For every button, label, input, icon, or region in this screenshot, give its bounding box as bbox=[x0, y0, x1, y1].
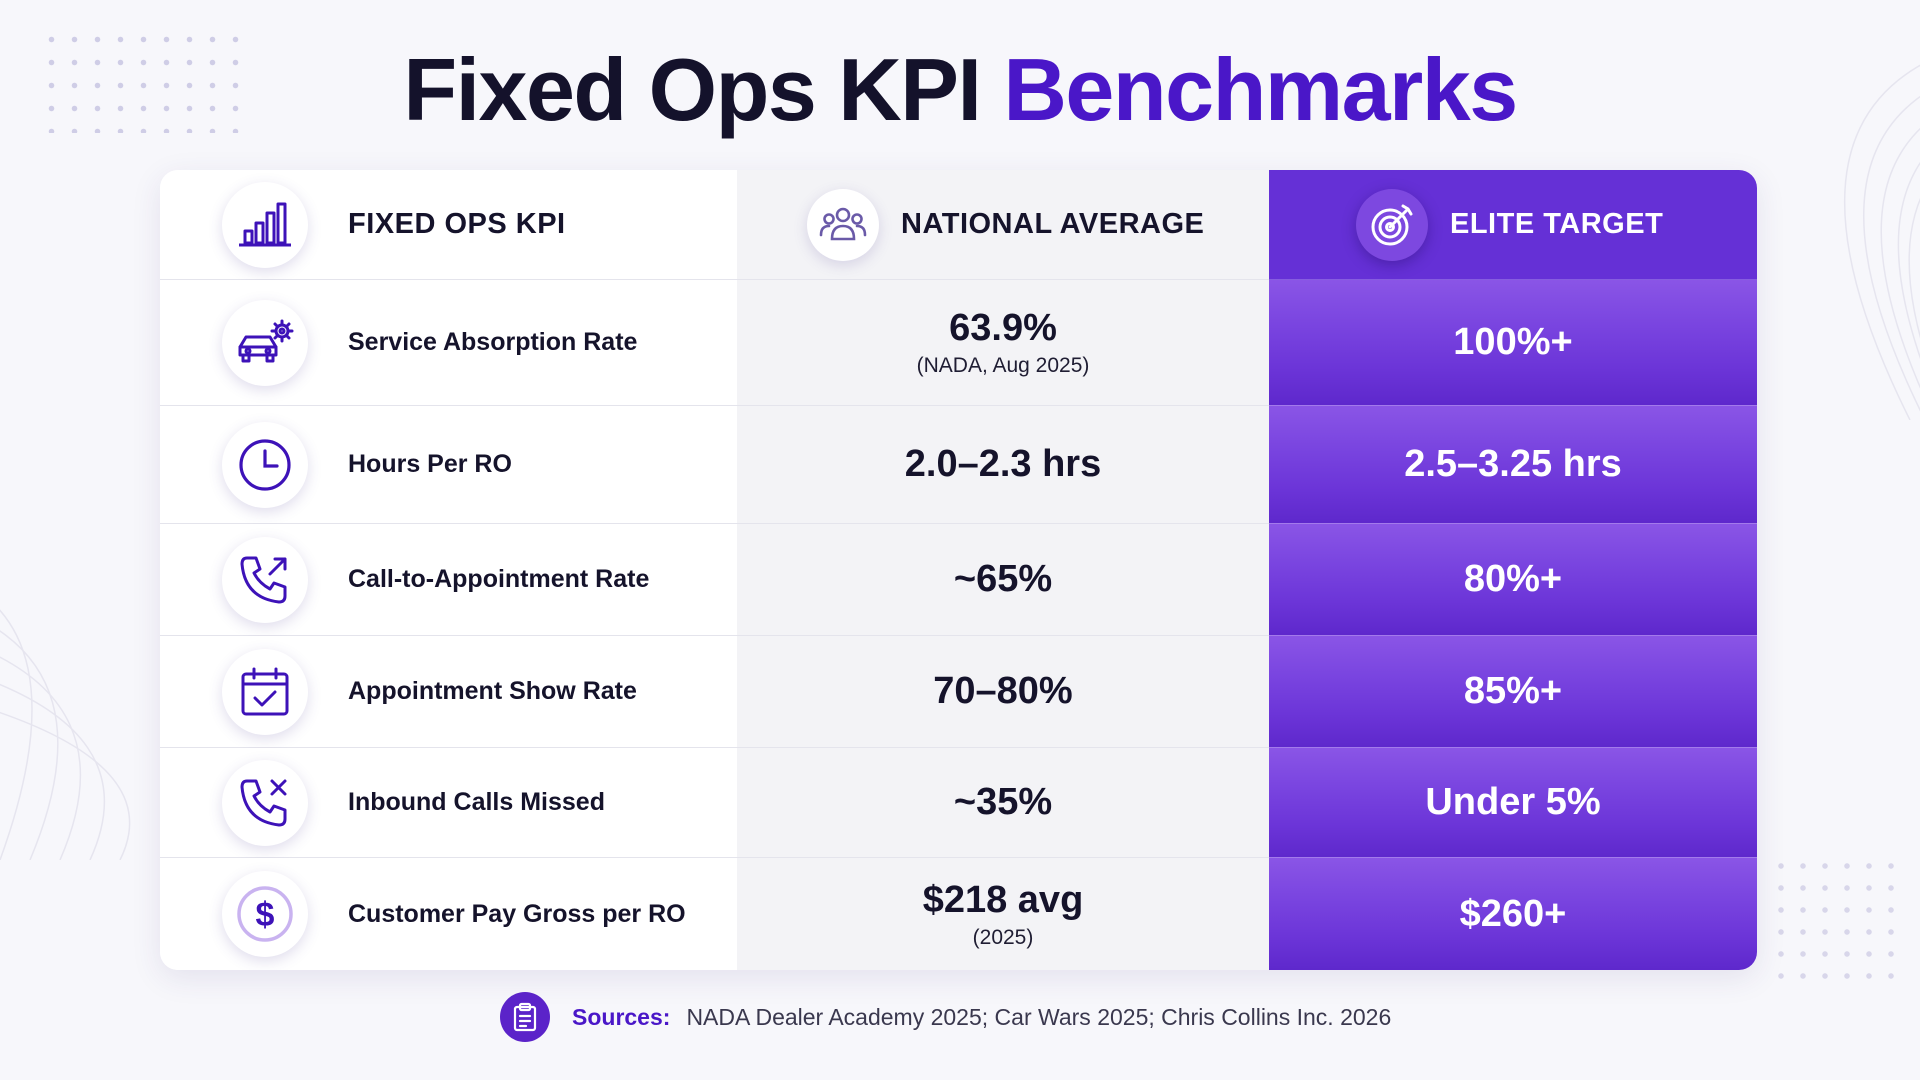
dollar-coin-icon: $ bbox=[222, 871, 308, 957]
page-title: Fixed Ops KPI Benchmarks bbox=[0, 40, 1920, 140]
car-gear-icon bbox=[222, 299, 308, 386]
national-value-cell: 70–80% bbox=[737, 636, 1269, 748]
elite-value: 100%+ bbox=[1453, 321, 1573, 363]
phone-missed-icon bbox=[222, 759, 308, 846]
header-elite-label: ELITE TARGET bbox=[1450, 208, 1664, 240]
national-value: 70–80% bbox=[933, 670, 1073, 712]
elite-value-cell: Under 5% bbox=[1269, 748, 1757, 858]
elite-value: 80%+ bbox=[1463, 558, 1563, 600]
national-value-cell: ~65% bbox=[737, 524, 1269, 636]
kpi-benchmark-table: FIXED OPS KPI NATIONAL AVERAGE ELITE TAR… bbox=[160, 170, 1757, 970]
national-value-cell: 63.9% (NADA, Aug 2025) bbox=[737, 280, 1269, 406]
kpi-row-customer-pay-gross: $ Customer Pay Gross per RO bbox=[160, 858, 737, 970]
kpi-row-hours-per-ro: Hours Per RO bbox=[160, 406, 737, 524]
elite-value: Under 5% bbox=[1425, 781, 1601, 823]
elite-value-cell: 100%+ bbox=[1269, 280, 1757, 406]
national-note: (NADA, Aug 2025) bbox=[916, 354, 1090, 377]
header-elite-target: ELITE TARGET bbox=[1269, 170, 1757, 280]
sources-label: Sources: bbox=[572, 1003, 671, 1030]
elite-value: 2.5–3.25 hrs bbox=[1404, 443, 1622, 485]
kpi-label: Hours Per RO bbox=[348, 450, 512, 478]
clipboard-icon bbox=[500, 992, 550, 1042]
elite-value: 85%+ bbox=[1463, 670, 1563, 712]
elite-value-cell: 85%+ bbox=[1269, 636, 1757, 748]
elite-value: $260+ bbox=[1459, 892, 1567, 935]
kpi-label: Inbound Calls Missed bbox=[348, 788, 605, 816]
clock-icon bbox=[222, 421, 308, 508]
elite-value-cell: 80%+ bbox=[1269, 524, 1757, 636]
national-value: 2.0–2.3 hrs bbox=[904, 443, 1102, 485]
target-icon bbox=[1356, 188, 1428, 261]
kpi-row-service-absorption: Service Absorption Rate bbox=[160, 280, 737, 406]
national-value: $218 avg bbox=[922, 878, 1084, 921]
kpi-row-inbound-calls-missed: Inbound Calls Missed bbox=[160, 748, 737, 858]
decorative-curves-right bbox=[1843, 64, 1920, 420]
calendar-check-icon bbox=[222, 648, 308, 735]
sources-footer: Sources: NADA Dealer Academy 2025; Car W… bbox=[500, 990, 1391, 1044]
users-group-icon bbox=[807, 188, 879, 261]
national-value: 63.9% bbox=[949, 307, 1057, 349]
bar-chart-icon bbox=[222, 181, 308, 268]
national-value-cell: $218 avg (2025) bbox=[737, 858, 1269, 970]
kpi-label: Customer Pay Gross per RO bbox=[348, 899, 686, 928]
phone-outgoing-icon bbox=[222, 536, 308, 623]
decorative-curves-left bbox=[0, 609, 131, 860]
title-part-main: Fixed Ops KPI bbox=[403, 40, 982, 139]
decorative-dots-top-left bbox=[40, 28, 250, 133]
kpi-label: Call-to-Appointment Rate bbox=[348, 565, 650, 593]
national-value-cell: 2.0–2.3 hrs bbox=[737, 406, 1269, 524]
header-kpi-label: FIXED OPS KPI bbox=[348, 208, 566, 240]
kpi-row-call-to-appointment: Call-to-Appointment Rate bbox=[160, 524, 737, 636]
national-value: ~35% bbox=[953, 781, 1053, 823]
national-note: (2025) bbox=[972, 925, 1034, 949]
elite-value-cell: 2.5–3.25 hrs bbox=[1269, 406, 1757, 524]
national-value: ~65% bbox=[953, 558, 1053, 600]
sources-text: NADA Dealer Academy 2025; Car Wars 2025;… bbox=[686, 1003, 1392, 1030]
kpi-row-appointment-show: Appointment Show Rate bbox=[160, 636, 737, 748]
title-part-accent: Benchmarks bbox=[1003, 40, 1518, 139]
kpi-label: Appointment Show Rate bbox=[348, 677, 637, 705]
kpi-label: Service Absorption Rate bbox=[348, 328, 638, 356]
header-national-average: NATIONAL AVERAGE bbox=[737, 170, 1269, 280]
header-kpi: FIXED OPS KPI bbox=[160, 170, 737, 280]
svg-text:$: $ bbox=[256, 896, 275, 934]
national-value-cell: ~35% bbox=[737, 748, 1269, 858]
decorative-dots-bottom-right bbox=[1770, 855, 1900, 985]
header-national-label: NATIONAL AVERAGE bbox=[901, 208, 1205, 240]
elite-value-cell: $260+ bbox=[1269, 858, 1757, 970]
